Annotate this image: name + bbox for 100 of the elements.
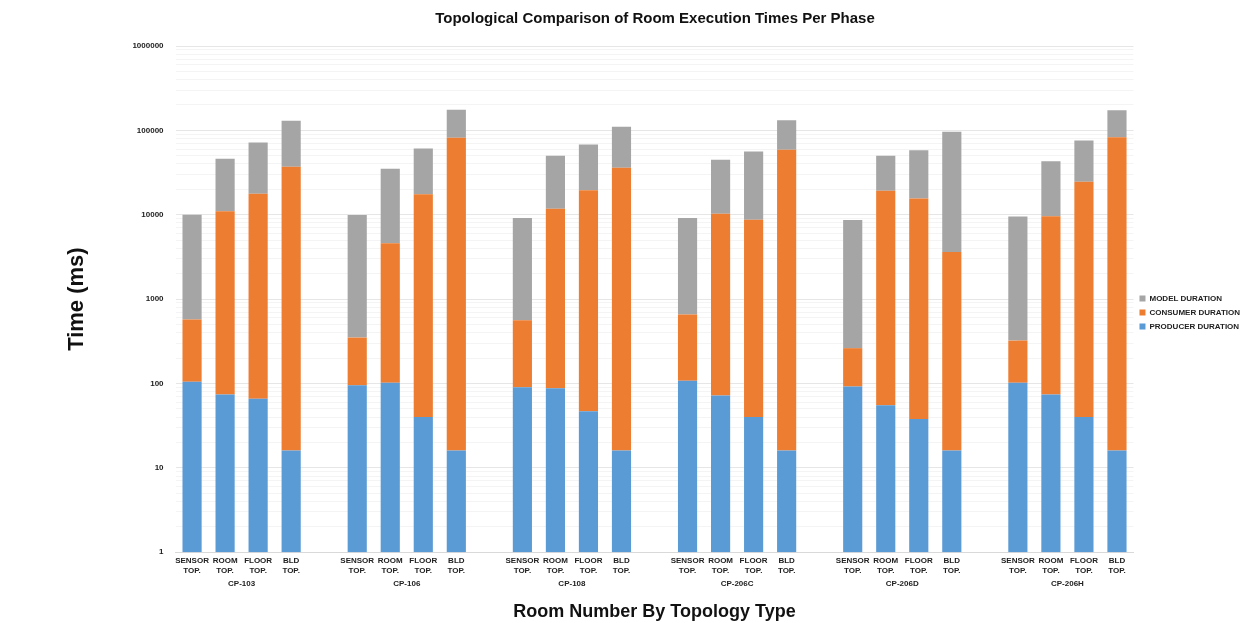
bar (777, 450, 797, 553)
x-tick-label: ROOM TOP. (873, 556, 899, 575)
bar (1107, 137, 1127, 451)
bar (711, 159, 731, 214)
y-tick-label: 100000 (136, 125, 165, 135)
x-tick-label: ROOM TOP. (1038, 556, 1064, 575)
bar (1008, 216, 1028, 341)
bar (578, 190, 599, 412)
bar (512, 387, 532, 553)
y-tick-label: 10 (154, 463, 165, 473)
bar (1074, 417, 1094, 553)
bar (215, 158, 235, 212)
bar (843, 348, 863, 387)
text: CP-103 (228, 579, 256, 589)
x-tick-label: BLD TOP. (777, 556, 796, 575)
x-tick-label: FLOOR TOP. (904, 556, 933, 575)
bar (281, 450, 301, 553)
bar (744, 151, 764, 220)
x-tick-label: SENSOR TOP. (835, 556, 870, 575)
bar (380, 168, 400, 244)
bar (876, 190, 896, 406)
bar (777, 120, 797, 150)
text: CP-106 (393, 579, 421, 589)
bar (248, 142, 268, 194)
bar (182, 381, 202, 553)
chart-title: Topological Comparison of Room Execution Times Per Phase (435, 9, 875, 27)
bar (512, 320, 532, 388)
bar (215, 211, 235, 395)
bar (1041, 394, 1061, 553)
x-tick-label: ROOM TOP. (542, 556, 569, 575)
bar (1074, 181, 1094, 418)
y-tick-label: 1000 (145, 294, 165, 304)
text: CP-206D (885, 579, 919, 589)
x-tick-label: SENSOR TOP. (340, 556, 375, 575)
bar (1041, 161, 1061, 217)
bar (380, 382, 400, 553)
y-tick-label: 100 (150, 378, 165, 388)
x-tick-label: BLD TOP. (943, 556, 961, 575)
x-tick-label: SENSOR TOP. (670, 556, 705, 575)
bar (446, 109, 466, 138)
bar (182, 319, 202, 382)
x-tick-label: ROOM TOP. (212, 556, 238, 575)
bar (1107, 110, 1127, 138)
x-tick-label: FLOOR TOP. (1069, 556, 1099, 575)
bar (677, 380, 698, 553)
bar (1041, 216, 1061, 395)
bar (1107, 450, 1127, 553)
text: CP-108 (558, 579, 587, 589)
x-tick-label: SENSOR TOP. (1000, 556, 1035, 575)
bar (413, 417, 433, 553)
bar (1008, 382, 1028, 553)
bar (380, 243, 400, 383)
bar (347, 337, 367, 386)
bar (281, 120, 301, 167)
y-axis-title: Time (ms) (63, 247, 89, 351)
bar (545, 208, 565, 389)
bar (512, 217, 532, 321)
bar (182, 214, 202, 320)
bar (413, 194, 433, 418)
bar (1074, 140, 1094, 182)
bar (347, 214, 367, 338)
x-tick-label: FLOOR TOP. (739, 556, 768, 575)
bar (677, 217, 698, 315)
x-tick-label: FLOOR TOP. (409, 556, 438, 575)
bar (281, 166, 301, 451)
x-axis-title: Room Number By Topology Type (513, 601, 796, 622)
x-tick-label: SENSOR TOP. (505, 556, 540, 575)
y-tick-label: 1000000 (132, 41, 165, 51)
bar (942, 252, 962, 451)
legend-label: PRODUCER DURATION (1149, 321, 1240, 331)
bar (876, 155, 896, 191)
bar (413, 148, 433, 195)
bar (909, 198, 929, 419)
bar (744, 219, 764, 418)
legend-label: MODEL DURATION (1149, 293, 1223, 303)
x-tick-label: FLOOR TOP. (574, 556, 603, 575)
bar (446, 137, 466, 451)
bar (909, 418, 929, 553)
text: CP-206C (720, 579, 754, 589)
bar (876, 405, 896, 553)
bar (611, 167, 632, 451)
bar (711, 395, 731, 553)
bar (578, 411, 599, 553)
bar (545, 388, 565, 553)
bar (578, 144, 599, 191)
y-tick-label: 1 (159, 547, 165, 557)
bar (248, 193, 268, 399)
bar (545, 155, 565, 209)
bar (942, 131, 962, 252)
bar (347, 385, 367, 553)
bar (843, 386, 863, 553)
x-tick-label: BLD TOP. (447, 556, 466, 575)
bar (1008, 340, 1028, 383)
bar (843, 220, 863, 349)
bar (611, 450, 632, 553)
bar (611, 126, 632, 168)
bar (744, 417, 764, 553)
bar (942, 450, 962, 553)
bar (677, 314, 698, 381)
legend-label: CONSUMER DURATION (1149, 307, 1241, 317)
